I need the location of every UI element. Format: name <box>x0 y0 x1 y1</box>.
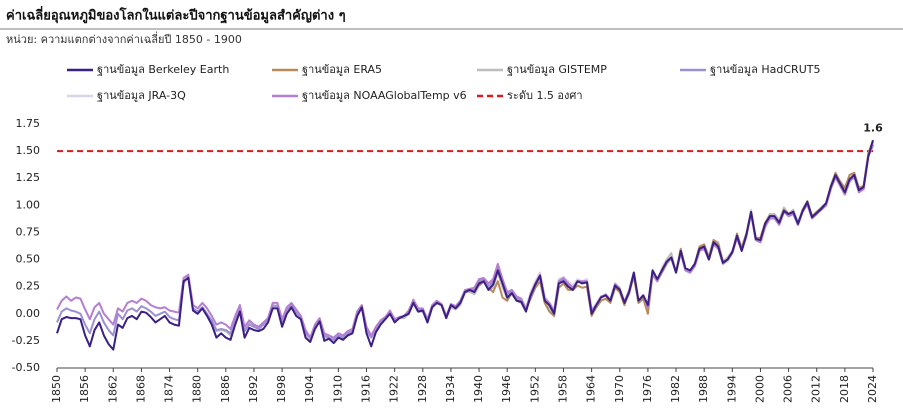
legend-label: ฐานข้อมูล ERA5 <box>302 63 382 76</box>
series-line <box>197 142 874 341</box>
chart-title: ค่าเฉลี่ยอุณหภูมิของโลกในแต่ละปีจากฐานข้… <box>6 6 346 25</box>
x-tick-label: 1868 <box>134 375 147 403</box>
x-tick-label: 1856 <box>78 375 91 403</box>
x-tick-label: 1958 <box>556 375 569 403</box>
x-tick-label: 1892 <box>247 375 260 403</box>
legend-label: ระดับ 1.5 องศา <box>507 89 583 102</box>
y-tick-label: -0.25 <box>12 334 40 347</box>
x-tick-label: 1862 <box>106 375 119 403</box>
y-tick-label: 0.25 <box>16 280 41 293</box>
y-tick-label: 0.75 <box>16 225 41 238</box>
x-tick-label: 1880 <box>191 375 204 403</box>
x-tick-label: 1934 <box>444 375 457 403</box>
chart-subtitle: หน่วย: ความแตกต่างจากค่าเฉลี่ยปี 1850 - … <box>6 31 242 46</box>
x-tick-label: 1922 <box>388 375 401 403</box>
x-tick-label: 1946 <box>500 375 513 403</box>
x-tick-label: 1976 <box>641 375 654 403</box>
y-tick-label: 0.00 <box>16 307 41 320</box>
x-tick-label: 1886 <box>219 375 232 403</box>
y-tick-label: 1.00 <box>16 198 41 211</box>
x-tick-label: 1928 <box>416 375 429 403</box>
x-tick-label: 2024 <box>866 375 879 403</box>
x-tick-label: 1982 <box>669 375 682 403</box>
y-tick-label: -0.50 <box>12 361 40 374</box>
x-tick-label: 1970 <box>613 375 626 403</box>
x-tick-label: 1874 <box>163 375 176 403</box>
x-tick-label: 2012 <box>810 375 823 403</box>
legend-label: ฐานข้อมูล NOAAGlobalTemp v6 <box>302 89 467 102</box>
annotation: 1.6 <box>863 121 883 134</box>
x-tick-label: 1910 <box>331 375 344 403</box>
x-tick-label: 1940 <box>472 375 485 403</box>
x-tick-label: 2006 <box>782 375 795 403</box>
legend-label: ฐานข้อมูล JRA-3Q <box>97 89 186 102</box>
legend-label: ฐานข้อมูล Berkeley Earth <box>97 63 229 76</box>
y-tick-label: 1.25 <box>16 171 41 184</box>
x-tick-label: 2018 <box>838 375 851 403</box>
legend-label: ฐานข้อมูล HadCRUT5 <box>710 63 820 76</box>
series-line <box>56 144 874 339</box>
y-tick-label: 1.50 <box>16 144 41 157</box>
x-tick-label: 1916 <box>360 375 373 403</box>
x-tick-label: 1952 <box>528 375 541 403</box>
y-tick-label: 1.75 <box>16 117 41 130</box>
x-tick-label: 1898 <box>275 375 288 403</box>
series-line <box>478 139 874 317</box>
x-tick-label: 1988 <box>697 375 710 403</box>
x-tick-label: 2000 <box>753 375 766 403</box>
y-tick-label: 0.50 <box>16 253 41 266</box>
x-tick-label: 1850 <box>50 375 63 403</box>
x-tick-label: 1964 <box>585 375 598 403</box>
legend-label: ฐานข้อมูล GISTEMP <box>507 63 607 76</box>
x-tick-label: 1994 <box>725 375 738 403</box>
series-line <box>56 139 874 351</box>
x-tick-label: 1904 <box>303 375 316 403</box>
